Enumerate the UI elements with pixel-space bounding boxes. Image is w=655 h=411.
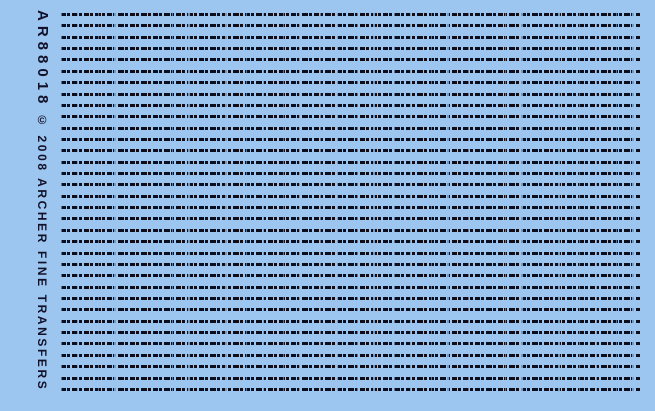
decal-line xyxy=(61,69,640,73)
decal-line xyxy=(61,206,640,210)
decal-line xyxy=(61,387,640,391)
decal-line xyxy=(61,103,640,107)
decal-line xyxy=(61,308,640,312)
decal-line xyxy=(61,24,640,28)
decal-line xyxy=(61,319,640,323)
decal-line xyxy=(61,228,640,232)
decal-line xyxy=(61,35,640,39)
decal-line xyxy=(61,92,640,96)
decal-line xyxy=(61,365,640,369)
decal-line xyxy=(61,296,640,300)
decal-line xyxy=(61,217,640,221)
decal-line xyxy=(61,331,640,335)
decal-line xyxy=(61,137,640,141)
decal-line xyxy=(61,81,640,85)
decal-line xyxy=(61,58,640,62)
decal-line xyxy=(61,240,640,244)
decal-line xyxy=(61,274,640,278)
product-code-label: AR88018 xyxy=(34,10,51,109)
decal-line xyxy=(61,183,640,187)
decal-line xyxy=(61,342,640,346)
decal-line xyxy=(61,13,640,16)
decal-line xyxy=(61,172,640,176)
copyright-label: © 2008 ARCHER FINE TRANSFERS xyxy=(35,112,49,392)
decal-line xyxy=(61,115,640,119)
decal-line xyxy=(61,376,640,380)
decal-line xyxy=(61,251,640,255)
side-label: AR88018 © 2008 ARCHER FINE TRANSFERS xyxy=(33,10,51,405)
decal-line xyxy=(61,47,640,51)
decal-line xyxy=(61,353,640,357)
decal-line xyxy=(61,194,640,198)
decal-line xyxy=(61,285,640,289)
decal-line xyxy=(61,126,640,130)
decal-line xyxy=(61,262,640,266)
decal-line xyxy=(61,160,640,164)
decal-line xyxy=(61,149,640,153)
decal-lines xyxy=(61,13,640,391)
